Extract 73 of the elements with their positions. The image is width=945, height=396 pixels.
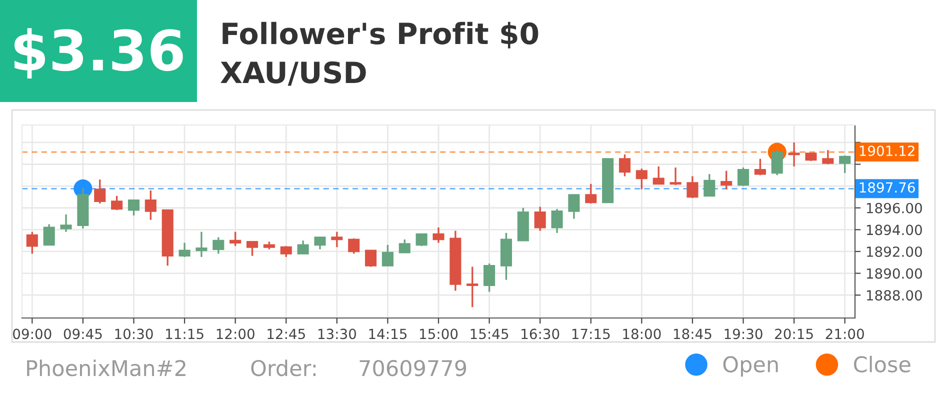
y-tick-label: 1890.00 — [866, 268, 922, 279]
candlestick — [246, 240, 258, 257]
ref-line-label: 1897.76 — [860, 182, 915, 193]
y-tick-label: 1894.00 — [866, 224, 922, 236]
text: Order: — [251, 360, 316, 376]
y-tick-label: 1892.00 — [866, 246, 922, 257]
candlestick — [704, 173, 716, 197]
candlestick — [534, 206, 546, 232]
x-tick-label: 16:30 — [522, 328, 560, 340]
x-tick-label: 12:45 — [268, 328, 305, 340]
candlestick — [43, 223, 55, 246]
x-tick-label: 21:00 — [826, 328, 864, 340]
candlestick — [737, 166, 750, 187]
text: 70609779 — [360, 360, 466, 376]
candlestick — [365, 250, 377, 268]
candlestick — [212, 236, 224, 254]
candlestick — [754, 158, 766, 176]
legend-label: Open — [723, 356, 778, 377]
x-tick-label: 17:15 — [572, 328, 610, 340]
candlestick — [771, 148, 783, 176]
candlestick — [348, 238, 360, 254]
candlestick — [652, 166, 664, 185]
candlestick — [839, 154, 851, 174]
candlestick — [94, 178, 106, 204]
x-tick-label: 15:45 — [470, 328, 508, 340]
candlestick — [686, 175, 698, 199]
candlestick — [568, 194, 580, 220]
x-tick-label: 18:45 — [674, 328, 712, 340]
y-tick-label: 1888.00 — [866, 290, 922, 301]
candlestick — [280, 245, 292, 258]
candlestick — [128, 199, 140, 216]
candlestick — [788, 142, 800, 168]
chart-title: Follower's Profit $0 — [222, 22, 538, 48]
candlestick — [551, 208, 563, 234]
candlestick — [466, 266, 478, 308]
candlestick — [416, 233, 428, 247]
candlestick — [26, 231, 38, 254]
candlestick — [297, 240, 309, 254]
candlestick — [382, 244, 394, 266]
x-tick-label: 09:00 — [13, 328, 52, 340]
candlestick — [618, 154, 631, 178]
text: $3.36 — [14, 28, 183, 78]
candlestick — [230, 231, 242, 247]
x-tick-label: 15:00 — [420, 328, 458, 340]
ref-line-label: 1901.12 — [860, 146, 914, 156]
candlestick — [636, 168, 648, 190]
candlestick — [144, 190, 156, 221]
text: PhoenixMan#2 — [27, 360, 186, 376]
x-tick-label: 12:00 — [216, 328, 254, 340]
candlestick — [670, 166, 682, 186]
candlestick — [822, 149, 834, 166]
candlestick — [398, 238, 410, 254]
x-tick-label: 14:15 — [369, 328, 407, 340]
candlestick — [585, 183, 597, 204]
candlestick — [178, 242, 190, 258]
x-tick-label: 20:15 — [775, 328, 813, 340]
candlestick — [314, 236, 326, 250]
candlestick — [720, 170, 732, 190]
candlestick — [432, 226, 444, 244]
x-tick-label: 10:30 — [115, 328, 153, 340]
candlestick — [111, 195, 123, 211]
x-tick-label: 18:00 — [623, 328, 661, 340]
chart-subtitle: XAU/USD — [220, 61, 366, 86]
x-tick-label: 19:30 — [724, 328, 762, 340]
x-tick-label: 11:15 — [166, 328, 204, 340]
x-tick-label: 13:30 — [318, 328, 356, 340]
candlestick — [60, 214, 72, 233]
y-tick-label: 1896.00 — [866, 202, 922, 214]
x-tick-label: 09:45 — [64, 328, 102, 340]
candlestick — [196, 231, 208, 258]
legend-label: Close — [854, 356, 910, 372]
candlestick — [331, 231, 343, 248]
candlestick — [484, 262, 496, 293]
